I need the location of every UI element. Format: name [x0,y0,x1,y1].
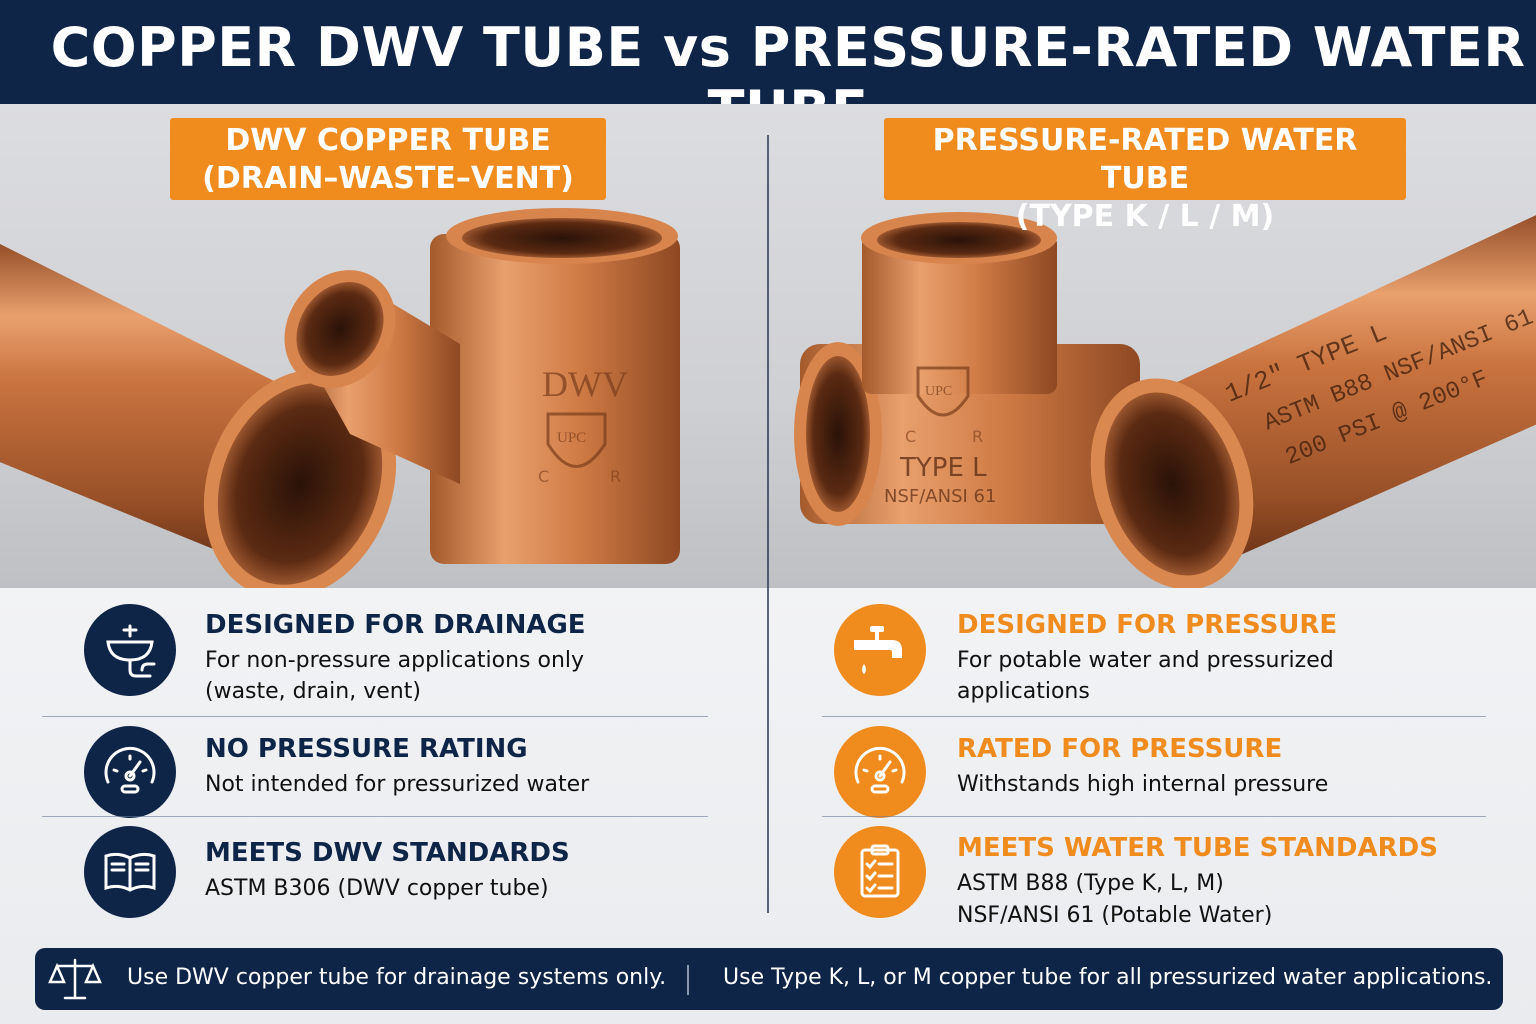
column-divider [767,135,769,913]
copper-fittings-illustration: DWV UPC C R UPC C R TYPE L NSF/ANSI 61 [0,208,1536,588]
feature-desc: For non-pressure applications only [205,648,585,673]
feature-desc: For potable water and pressurized [957,648,1334,673]
footer-left-text: Use DWV copper tube for drainage systems… [127,965,667,990]
feature-desc: Withstands high internal pressure [957,772,1329,797]
divider [42,716,708,717]
feature-title: MEETS DWV STANDARDS [205,838,570,868]
dwv-wye-fitting: DWV UPC C R [284,208,680,564]
feature-title: NO PRESSURE RATING [205,734,528,764]
feature-desc: (waste, drain, vent) [205,679,421,704]
upc-mark-left: UPC [557,430,586,446]
sink-icon [84,604,176,696]
footer-banner: Use DWV copper tube for drainage systems… [35,948,1503,1010]
checklist-icon [834,826,926,918]
dwv-tube-label: DWV COPPER TUBE (DRAIN–WASTE–VENT) [170,118,606,200]
dwv-fitting-mark: DWV [542,364,628,404]
gauge-icon [84,726,176,818]
footer-separator [687,965,689,995]
divider [822,816,1486,817]
header-banner: COPPER DWV TUBE vs PRESSURE-RATED WATER … [0,0,1536,142]
svg-text:C: C [905,427,916,446]
pressure-tube-label: PRESSURE-RATED WATER TUBE (TYPE K / L / … [884,118,1406,234]
svg-text:C: C [538,467,549,486]
divider [42,816,708,817]
feature-desc: ASTM B88 (Type K, L, M) [957,871,1224,896]
feature-title: RATED FOR PRESSURE [957,734,1283,764]
gauge-icon [834,726,926,818]
svg-text:TYPE L: TYPE L [899,453,987,483]
feature-desc: Not intended for pressurized water [205,772,590,797]
feature-title: MEETS WATER TUBE STANDARDS [957,833,1438,863]
faucet-icon [834,604,926,696]
feature-desc: NSF/ANSI 61 (Potable Water) [957,903,1273,928]
feature-desc: ASTM B306 (DWV copper tube) [205,876,549,901]
feature-title: DESIGNED FOR PRESSURE [957,610,1338,640]
svg-text:NSF/ANSI 61: NSF/ANSI 61 [884,486,996,507]
book-icon [84,826,176,918]
divider [822,716,1486,717]
scales-icon [48,958,102,1000]
pressure-tee-fitting: UPC C R TYPE L NSF/ANSI 61 [794,212,1140,526]
svg-text:R: R [972,427,983,446]
svg-text:UPC: UPC [925,384,952,399]
feature-desc: applications [957,679,1090,704]
feature-title: DESIGNED FOR DRAINAGE [205,610,586,640]
svg-text:R: R [610,467,621,486]
type-l-pipe: 1/2" TYPE L ASTM B88 NSF/ANSI 61 200 PSI… [1090,215,1536,588]
footer-right-text: Use Type K, L, or M copper tube for all … [723,965,1493,990]
